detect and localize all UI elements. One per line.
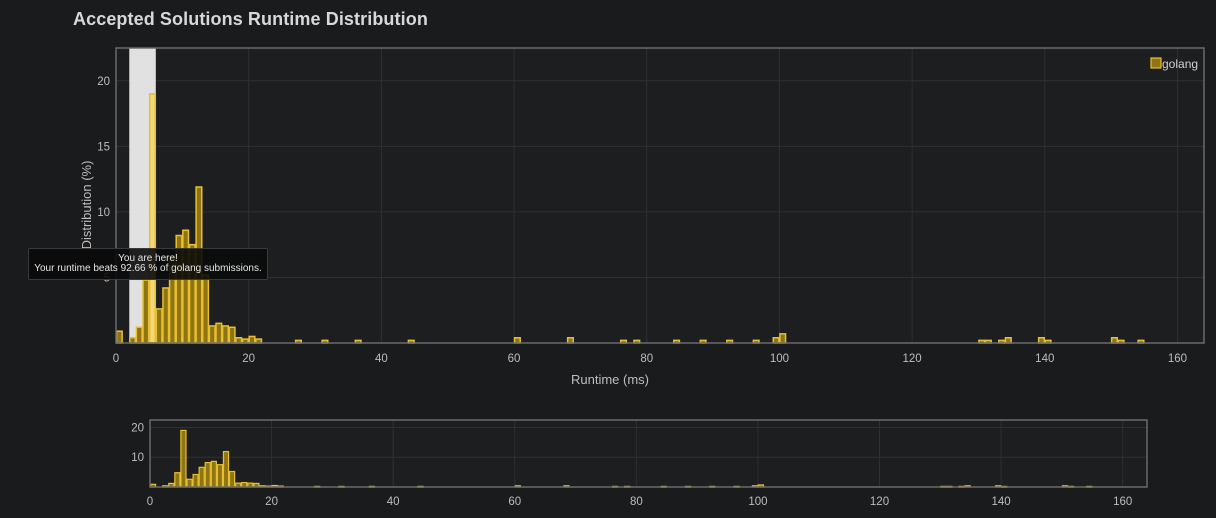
main-x-tick-label: 140 [1035, 353, 1054, 365]
main-x-tick-label: 60 [508, 353, 521, 365]
main-bar [135, 326, 143, 344]
main-bar [772, 337, 780, 344]
overview-bar [228, 470, 236, 488]
overview-x-tick-label: 60 [508, 496, 521, 508]
main-x-tick-label: 40 [375, 353, 388, 365]
main-bar [513, 337, 521, 344]
overview-bar [180, 429, 187, 488]
main-frame [115, 47, 1205, 344]
main-x-tick-label: 100 [770, 353, 789, 365]
overview-x-tick-label: 0 [147, 496, 153, 508]
overview-x-tick-label: 140 [992, 496, 1011, 508]
tooltip-title: You are here! [118, 253, 178, 264]
main-y-tick-label: 20 [97, 76, 110, 88]
overview-bar [174, 472, 181, 488]
overview-bar [210, 460, 217, 488]
main-bar [235, 337, 243, 344]
main-bar [142, 279, 150, 344]
main-bar [129, 337, 137, 344]
overview-x-tick-label: 120 [870, 496, 889, 508]
legend-swatch [1150, 57, 1162, 69]
main-bar [115, 330, 123, 344]
overview-bar [204, 461, 211, 488]
main-x-tick-label: 80 [640, 353, 653, 365]
overview-bar [192, 473, 199, 488]
main-bar [148, 93, 157, 344]
main-x-tick-label: 20 [242, 353, 255, 365]
main-x-tick-label: 0 [113, 353, 119, 365]
main-bar [1004, 337, 1012, 344]
main-bar [1110, 337, 1119, 344]
overview-bar [222, 450, 230, 488]
overview-x-tick-label: 80 [630, 496, 643, 508]
main-bar [248, 335, 256, 344]
legend-label-golang: golang [1162, 57, 1198, 71]
page-title: Accepted Solutions Runtime Distribution [73, 9, 428, 29]
main-bar [779, 333, 787, 344]
overview-plot-area [150, 420, 1147, 487]
main-bar [221, 325, 230, 344]
main-bar [566, 337, 575, 344]
overview-x-tick-label: 40 [387, 496, 400, 508]
y-axis-title: Distribution (%) [79, 161, 94, 250]
main-plot-area [116, 48, 1204, 343]
overview-bar [216, 464, 224, 488]
main-bar [162, 287, 170, 344]
overview-x-tick-label: 100 [748, 496, 767, 508]
main-x-tick-label: 160 [1168, 353, 1187, 365]
tooltip-body: Your runtime beats 92.66 % of golang sub… [34, 263, 262, 274]
main-bar [208, 325, 216, 344]
overview-bar [186, 478, 193, 488]
overview-y-tick-label: 20 [131, 422, 144, 434]
overview-frame [149, 419, 1148, 488]
overview-x-tick-label: 20 [265, 496, 278, 508]
main-y-tick-label: 15 [97, 141, 110, 153]
main-bar [155, 308, 163, 344]
main-bar [228, 326, 236, 344]
main-x-tick-label: 120 [903, 353, 922, 365]
overview-x-tick-label: 160 [1113, 496, 1132, 508]
you-are-here-tooltip: You are here! Your runtime beats 92.66 %… [28, 248, 268, 280]
overview-y-tick-label: 10 [131, 452, 144, 464]
main-y-tick-label: 10 [97, 207, 110, 219]
overview-bar [198, 466, 205, 488]
x-axis-title: Runtime (ms) [571, 372, 649, 387]
main-bar [1037, 337, 1046, 344]
main-bar [215, 322, 223, 344]
main-bar [201, 274, 210, 344]
